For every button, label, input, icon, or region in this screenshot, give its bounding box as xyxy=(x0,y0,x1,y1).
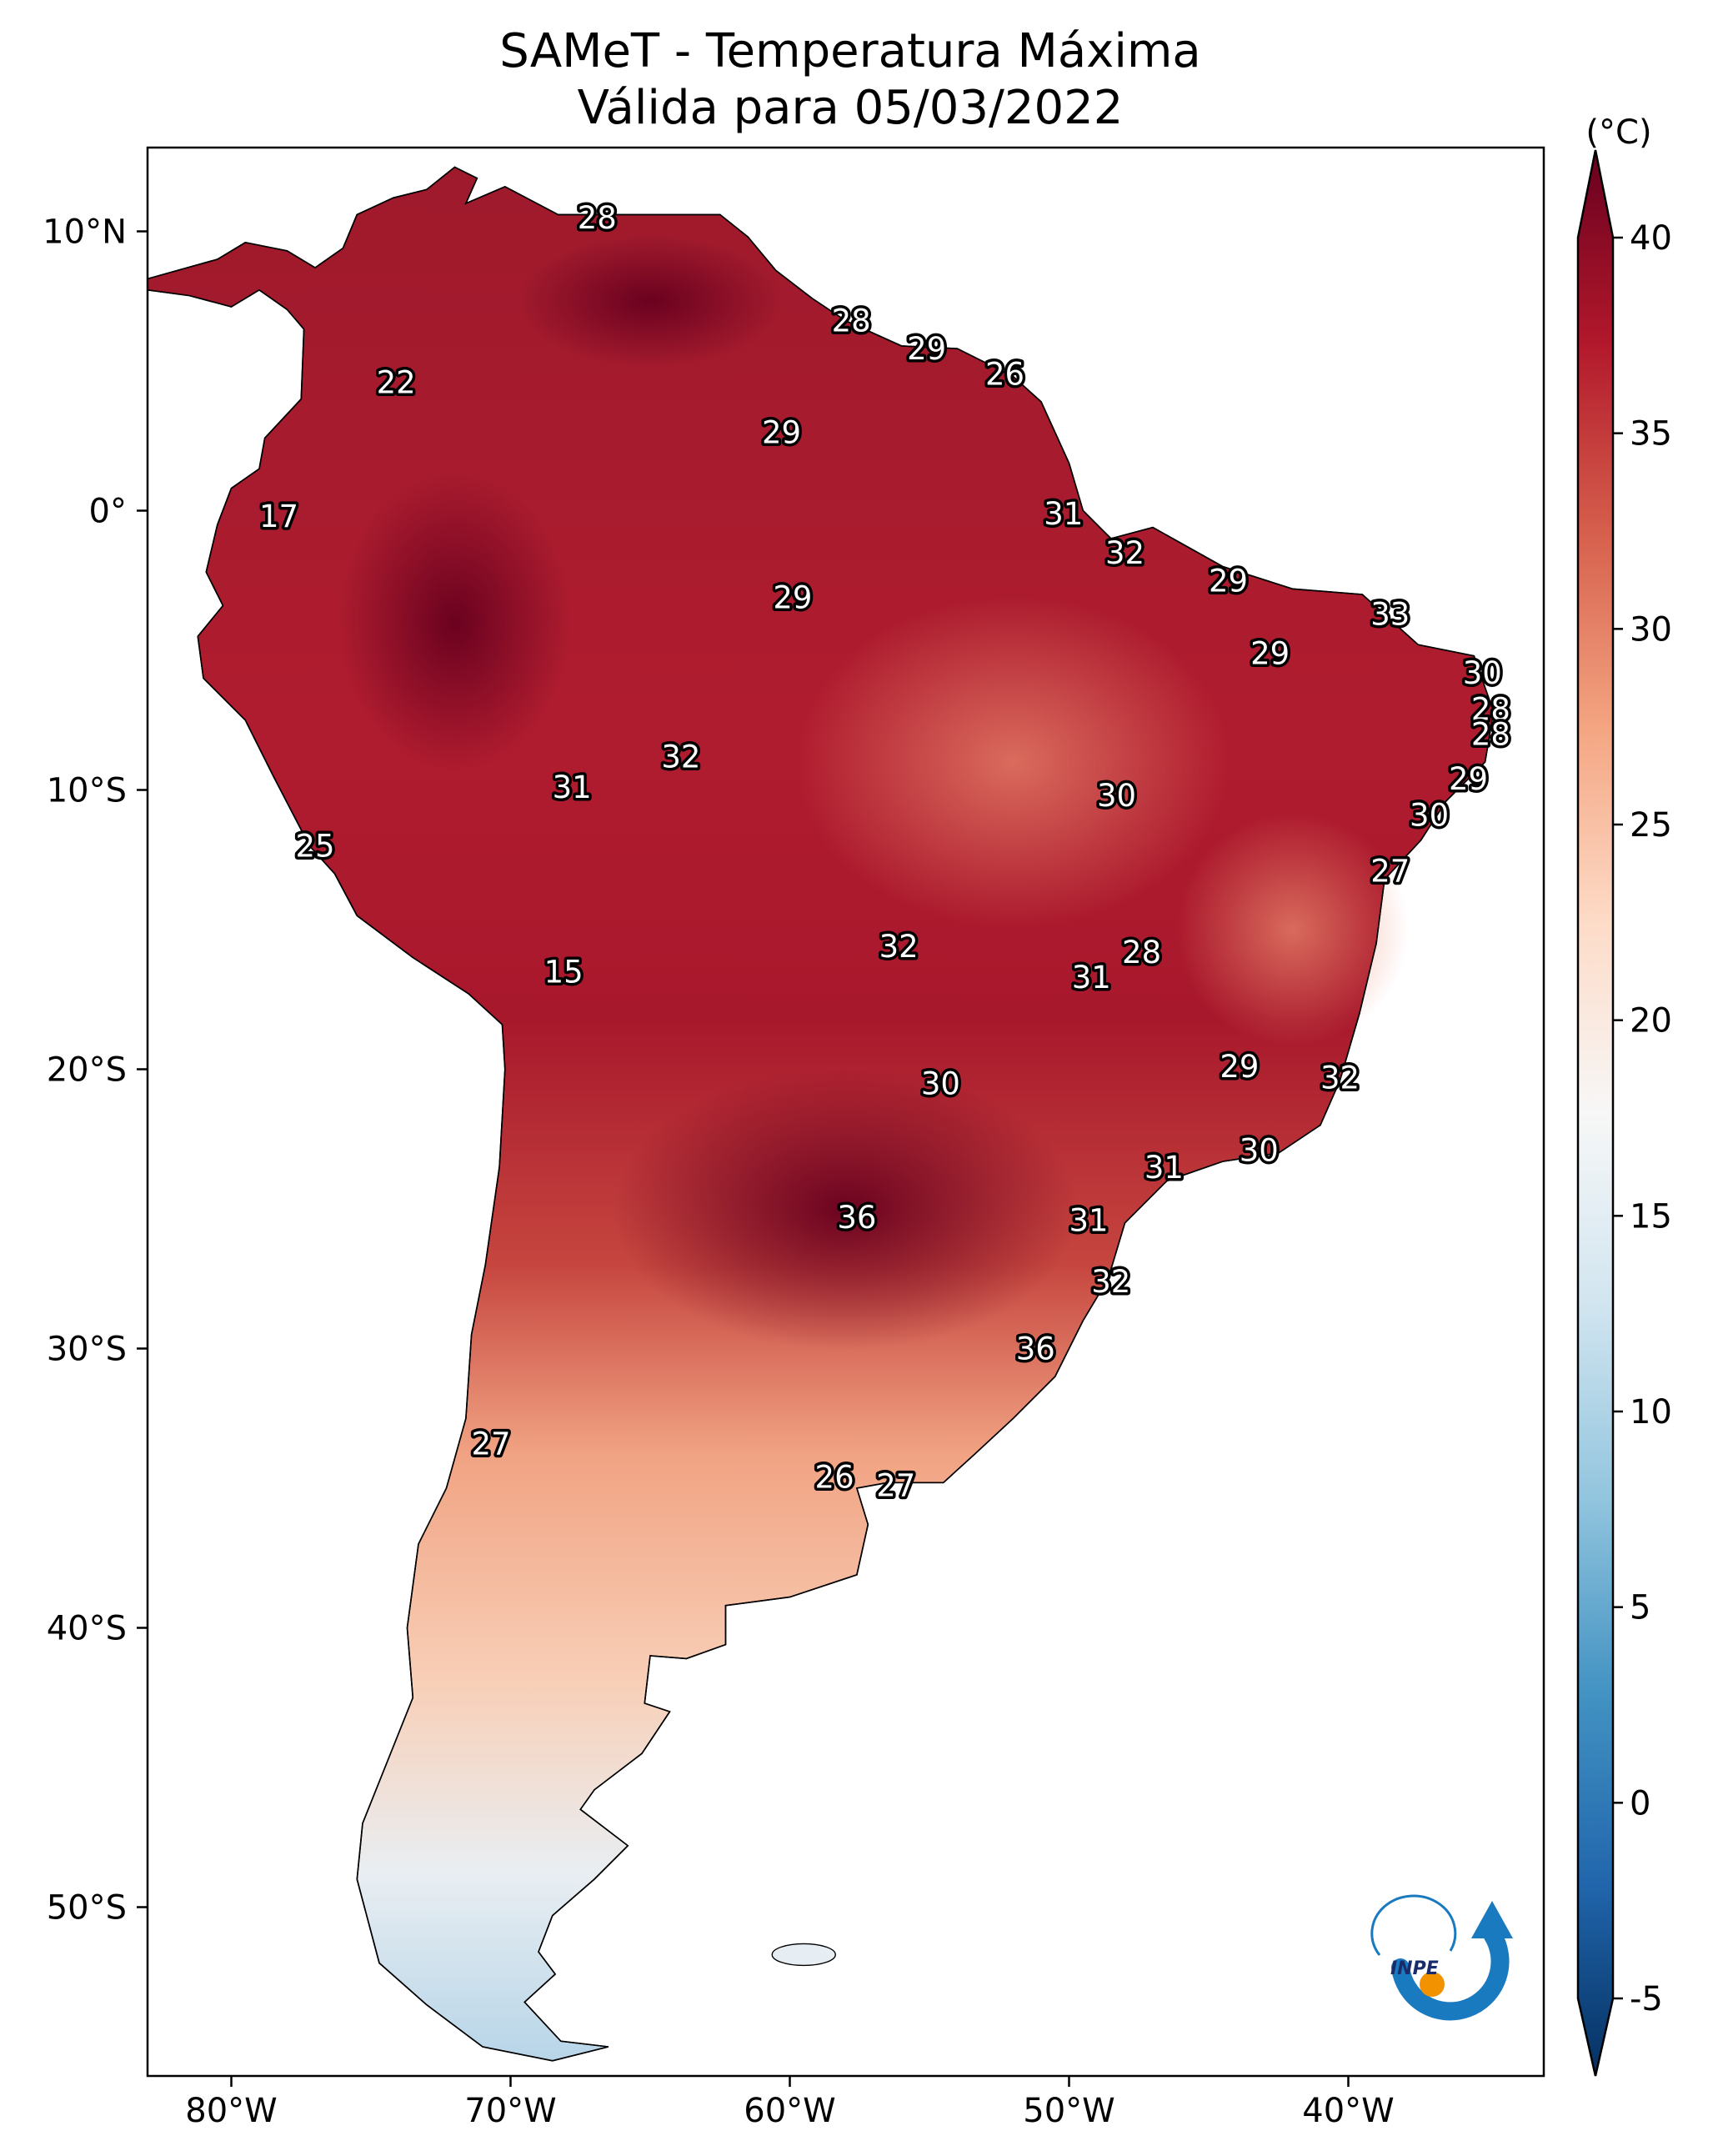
colorbar-tick-label: 35 xyxy=(1630,415,1672,454)
lat-tick-label: 0° xyxy=(89,493,127,531)
colorbar-tick-label: 20 xyxy=(1630,1002,1672,1040)
temperature-map xyxy=(148,166,1495,2062)
inpe-logo: INPE xyxy=(1370,1894,1513,2021)
temperature-field-blob xyxy=(338,472,572,773)
station-value: 30 xyxy=(1097,778,1136,814)
station-value: 17 xyxy=(259,499,298,534)
station-value: 22 xyxy=(377,364,416,400)
lon-tick-label: 40°W xyxy=(1302,2092,1394,2130)
lat-tick-label: 10°N xyxy=(43,213,127,252)
station-value: 29 xyxy=(1220,1049,1259,1085)
station-value: 28 xyxy=(1122,935,1161,970)
station-value: 28 xyxy=(832,303,871,339)
map-title: SAMeT - Temperatura Máxima Válida para 0… xyxy=(150,23,1550,137)
station-value: 32 xyxy=(879,929,919,965)
title-line-1: SAMeT - Temperatura Máxima xyxy=(499,24,1201,78)
station-value: 32 xyxy=(1320,1060,1360,1096)
station-value: 26 xyxy=(815,1460,854,1496)
station-value: 32 xyxy=(1091,1264,1130,1300)
station-value: 29 xyxy=(1209,563,1248,599)
station-value: 32 xyxy=(661,739,700,775)
station-value: 31 xyxy=(1069,1202,1108,1238)
station-value: 36 xyxy=(1016,1331,1055,1367)
colorbar-tick-label: 25 xyxy=(1630,806,1672,845)
title-line-2: Válida para 05/03/2022 xyxy=(577,81,1124,135)
station-value: 29 xyxy=(907,331,946,367)
station-value: 30 xyxy=(921,1065,960,1101)
latitude-axis: 10°N 0° 10°S 20°S 30°S 40°S 50°S xyxy=(43,213,148,1928)
station-value: 32 xyxy=(1105,535,1144,571)
station-value: 30 xyxy=(1410,798,1449,834)
station-value: 29 xyxy=(762,415,801,451)
map-frame xyxy=(146,146,1545,2078)
station-value: 31 xyxy=(1044,496,1083,532)
colorbar-tick-label: -5 xyxy=(1630,1980,1663,2018)
station-value: 27 xyxy=(471,1426,510,1462)
temperature-field-blob xyxy=(796,595,1230,929)
station-value: 29 xyxy=(1250,635,1290,671)
falkland-islands xyxy=(771,1943,836,1967)
station-value: 27 xyxy=(1370,854,1410,890)
station-value: 29 xyxy=(1449,761,1488,797)
colorbar-scale xyxy=(1576,149,1615,2077)
colorbar-tick-label: 0 xyxy=(1630,1784,1650,1823)
lat-tick-label: 30°S xyxy=(47,1331,127,1369)
station-value: 15 xyxy=(544,954,584,990)
station-value: 28 xyxy=(578,200,617,236)
lat-tick-label: 50°S xyxy=(47,1889,127,1928)
station-value: 25 xyxy=(295,829,334,865)
lon-tick-label: 70°W xyxy=(464,2092,556,2130)
station-value: 30 xyxy=(1463,655,1502,691)
lat-tick-label: 20°S xyxy=(47,1051,127,1090)
temperature-field-blob xyxy=(612,1067,1079,1351)
temperature-field-blob xyxy=(517,234,784,369)
lon-tick-label: 60°W xyxy=(744,2092,835,2130)
station-value: 28 xyxy=(1471,691,1510,727)
station-value: 28 xyxy=(1471,717,1510,753)
station-value: 33 xyxy=(1370,597,1410,633)
lon-tick-label: 50°W xyxy=(1023,2092,1114,2130)
lat-tick-label: 10°S xyxy=(47,772,127,810)
station-value: 31 xyxy=(1144,1150,1184,1186)
longitude-axis: 80°W 70°W 60°W 50°W 40°W xyxy=(185,2076,1395,2130)
station-value: 30 xyxy=(1240,1133,1279,1169)
coastline xyxy=(148,166,1495,2062)
colorbar-tick-label: 40 xyxy=(1630,219,1672,258)
temperature-field-blob xyxy=(1175,813,1410,1046)
station-value: 26 xyxy=(985,356,1024,392)
lat-tick-label: 40°S xyxy=(47,1610,127,1648)
colorbar-tick-label: 5 xyxy=(1630,1589,1650,1627)
station-value: 36 xyxy=(837,1200,876,1236)
station-value: 29 xyxy=(773,579,812,615)
station-value: 31 xyxy=(1072,960,1111,995)
colorbar-unit-label: (°C) xyxy=(1585,113,1651,152)
station-value: 31 xyxy=(553,770,592,805)
inpe-logo-text: INPE xyxy=(1390,1958,1439,1979)
colorbar-tick-label: 30 xyxy=(1630,610,1672,649)
colorbar-tick-label: 10 xyxy=(1630,1393,1672,1431)
lon-tick-label: 80°W xyxy=(185,2092,277,2130)
colorbar: (°C) 40 35 30 25 20 15 10 5 0 -5 xyxy=(1576,113,1672,2077)
colorbar-tick-label: 15 xyxy=(1630,1197,1672,1236)
station-value: 27 xyxy=(876,1468,915,1504)
